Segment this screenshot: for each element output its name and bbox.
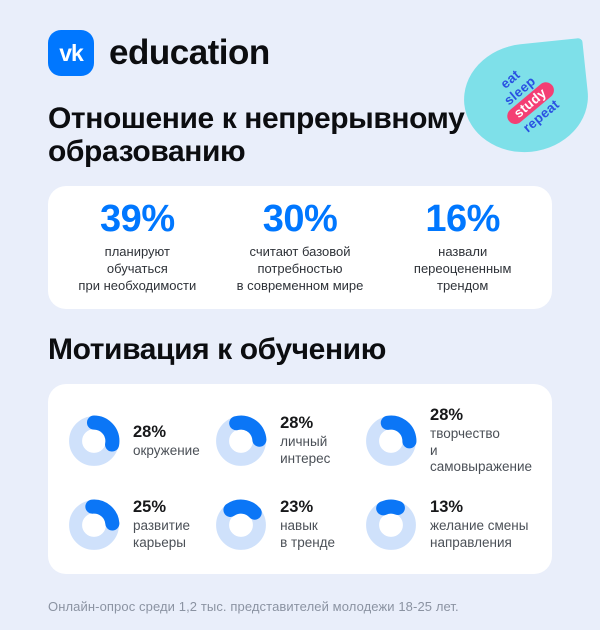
motivation-item: 28% творчество и самовыражение bbox=[365, 406, 532, 477]
stat-item: 39% планируют обучаться при необходимост… bbox=[56, 200, 219, 295]
motivation-item: 25% развитие карьеры bbox=[68, 498, 209, 552]
motivation-item: 28% личный интерес bbox=[215, 406, 359, 477]
motivation-text: 28% творчество и самовыражение bbox=[430, 406, 532, 477]
brand-title: education bbox=[109, 33, 270, 72]
stat-label: планируют обучаться при необходимости bbox=[78, 244, 197, 293]
donut-chart-icon bbox=[215, 415, 267, 467]
header: vk education bbox=[48, 30, 552, 76]
stat-percent: 16% bbox=[425, 198, 500, 240]
motivation-text: 28% окружение bbox=[133, 423, 200, 460]
section-title-attitude: Отношение к непрерывному образованию bbox=[48, 102, 465, 168]
badge-text: eat sleep study repeat bbox=[484, 56, 567, 140]
motivation-percent: 28% bbox=[280, 414, 314, 433]
vk-logo-glyph: vk bbox=[59, 39, 84, 66]
motivation-percent: 28% bbox=[430, 405, 464, 424]
motivation-item: 23% навык в тренде bbox=[215, 498, 359, 552]
motivation-card: 28% окружение 28% личный интерес 28% тво… bbox=[48, 383, 552, 574]
motivation-text: 28% личный интерес bbox=[280, 414, 359, 468]
motivation-label: личный интерес bbox=[280, 434, 331, 466]
motivation-label: развитие карьеры bbox=[133, 518, 190, 551]
motivation-percent: 28% bbox=[133, 422, 167, 441]
motivation-text: 23% навык в тренде bbox=[280, 498, 335, 552]
motivation-text: 25% развитие карьеры bbox=[133, 498, 190, 552]
section-title-motivation: Мотивация к обучению bbox=[48, 332, 386, 366]
attitude-stats-card: 39% планируют обучаться при необходимост… bbox=[48, 186, 552, 309]
donut-chart-icon bbox=[365, 415, 417, 467]
stat-label: назвали переоцененным трендом bbox=[413, 244, 512, 293]
motivation-text: 13% желание смены направления bbox=[430, 498, 528, 552]
stat-percent: 30% bbox=[262, 198, 338, 240]
donut-chart-icon bbox=[215, 499, 267, 551]
motivation-label: навык в тренде bbox=[280, 518, 336, 551]
motivation-label: творчество и самовыражение bbox=[430, 425, 532, 475]
donut-chart-icon bbox=[68, 415, 120, 467]
stat-label: считают базовой потребностью в современн… bbox=[236, 244, 364, 293]
stat-item: 16% назвали переоцененным трендом bbox=[381, 200, 544, 295]
donut-chart-icon bbox=[68, 499, 120, 551]
stat-item: 30% считают базовой потребностью в совре… bbox=[219, 200, 382, 295]
motivation-percent: 13% bbox=[430, 498, 464, 517]
donut-chart-icon bbox=[365, 499, 417, 551]
motivation-label: желание смены направления bbox=[430, 518, 529, 551]
survey-source-note: Онлайн-опрос среди 1,2 тыс. представител… bbox=[48, 599, 459, 614]
stat-percent: 39% bbox=[100, 198, 175, 240]
motivation-item: 28% окружение bbox=[68, 406, 209, 477]
motivation-percent: 25% bbox=[133, 498, 167, 517]
vk-logo-icon: vk bbox=[48, 30, 94, 76]
motivation-label: окружение bbox=[133, 442, 200, 458]
motivation-percent: 23% bbox=[280, 498, 314, 517]
motivation-item: 13% желание смены направления bbox=[365, 498, 532, 552]
